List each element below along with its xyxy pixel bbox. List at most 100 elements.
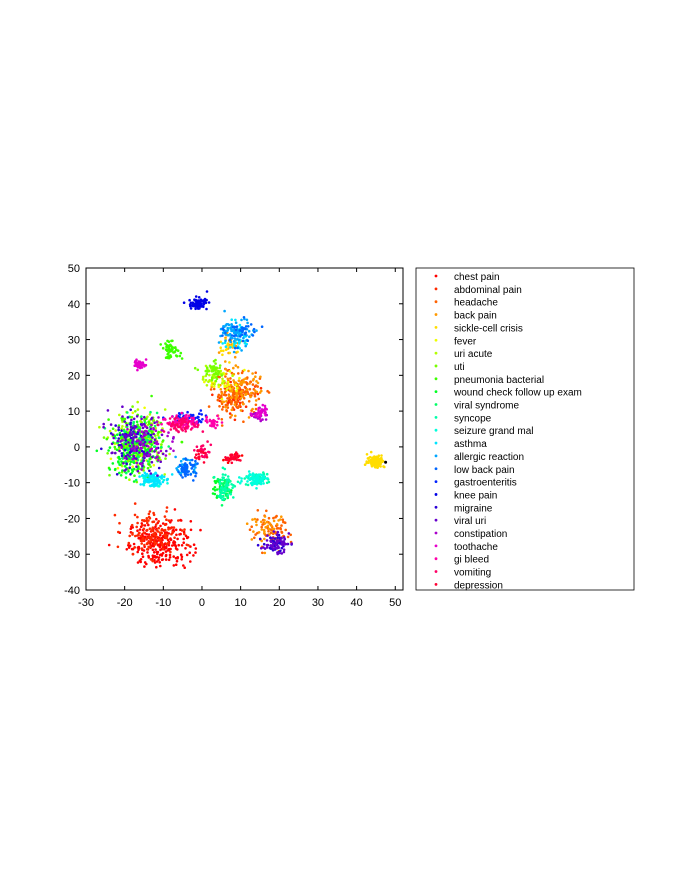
data-point	[242, 380, 246, 384]
data-point	[235, 325, 239, 328]
data-point	[148, 516, 152, 520]
data-point	[184, 457, 187, 460]
data-point	[211, 393, 214, 397]
data-point	[229, 399, 233, 403]
data-point	[135, 445, 138, 448]
data-point	[272, 547, 275, 551]
data-point	[214, 362, 217, 365]
data-point	[210, 385, 213, 389]
legend-marker	[434, 505, 438, 509]
data-point	[114, 424, 117, 427]
data-point	[247, 325, 250, 328]
data-point	[219, 346, 222, 350]
data-point	[228, 480, 232, 483]
data-point	[234, 334, 238, 337]
data-point	[158, 545, 162, 549]
data-point	[239, 409, 243, 412]
data-point	[191, 463, 195, 467]
legend-marker	[434, 287, 438, 291]
data-point	[121, 469, 124, 472]
data-point	[280, 552, 284, 555]
data-point	[118, 433, 122, 437]
data-point	[109, 423, 113, 426]
data-point	[163, 528, 167, 532]
data-point	[220, 374, 223, 377]
data-point	[121, 405, 124, 409]
data-point	[177, 470, 180, 474]
data-point	[256, 509, 260, 512]
data-point	[232, 408, 236, 411]
data-point	[380, 459, 383, 462]
data-point	[263, 522, 267, 525]
data-point	[161, 544, 164, 547]
data-point	[176, 537, 179, 541]
data-point	[176, 349, 180, 353]
data-point	[183, 528, 186, 531]
data-point	[172, 540, 176, 543]
data-point	[144, 425, 147, 428]
legend-marker	[434, 583, 438, 586]
data-point	[161, 547, 165, 551]
data-point	[228, 361, 231, 364]
data-point	[149, 539, 152, 543]
data-point	[272, 542, 276, 545]
series-knee-pain	[182, 290, 211, 311]
legend-frame	[415, 267, 635, 591]
data-point	[160, 529, 163, 532]
data-point	[284, 542, 287, 546]
data-point	[117, 428, 120, 432]
data-point	[177, 430, 180, 434]
y-tick-label: -20	[64, 513, 80, 525]
data-point	[142, 527, 146, 531]
data-point	[167, 532, 170, 535]
data-point	[224, 456, 227, 459]
data-point	[276, 530, 280, 534]
data-point	[251, 518, 254, 521]
legend-label: chest pain	[454, 272, 500, 283]
data-point	[222, 497, 226, 501]
data-point	[153, 531, 156, 535]
data-point	[261, 474, 265, 478]
data-point	[146, 415, 149, 419]
data-point	[240, 349, 243, 352]
data-point	[210, 383, 213, 387]
legend-marker	[434, 557, 438, 561]
data-point	[224, 331, 227, 335]
data-point	[264, 414, 267, 417]
legend-marker	[434, 364, 438, 368]
data-point	[209, 366, 213, 369]
data-point	[181, 416, 185, 420]
data-point	[155, 560, 159, 563]
data-point	[132, 467, 136, 471]
data-point	[239, 380, 242, 384]
data-point	[246, 339, 250, 343]
data-point	[147, 512, 151, 516]
data-point	[129, 527, 133, 531]
data-point	[109, 457, 113, 461]
data-point	[235, 395, 238, 399]
data-point	[145, 528, 149, 532]
legend-label: allergic reaction	[454, 452, 524, 463]
data-point	[144, 429, 147, 433]
data-point	[189, 528, 193, 532]
data-point	[287, 532, 291, 535]
data-point	[204, 369, 208, 373]
data-point	[112, 436, 115, 440]
data-point	[236, 346, 239, 350]
data-point	[363, 463, 367, 467]
data-point	[240, 393, 244, 397]
data-point	[201, 377, 205, 381]
data-point	[160, 422, 163, 426]
data-point	[139, 483, 142, 486]
data-point	[263, 551, 267, 555]
data-point	[110, 442, 114, 446]
data-point	[139, 558, 143, 561]
data-point	[233, 355, 237, 359]
data-point	[160, 474, 164, 477]
data-point	[163, 515, 167, 518]
data-point	[207, 301, 211, 304]
data-point	[98, 425, 101, 429]
data-point	[243, 342, 247, 345]
data-point	[194, 474, 197, 478]
data-point	[182, 537, 185, 541]
